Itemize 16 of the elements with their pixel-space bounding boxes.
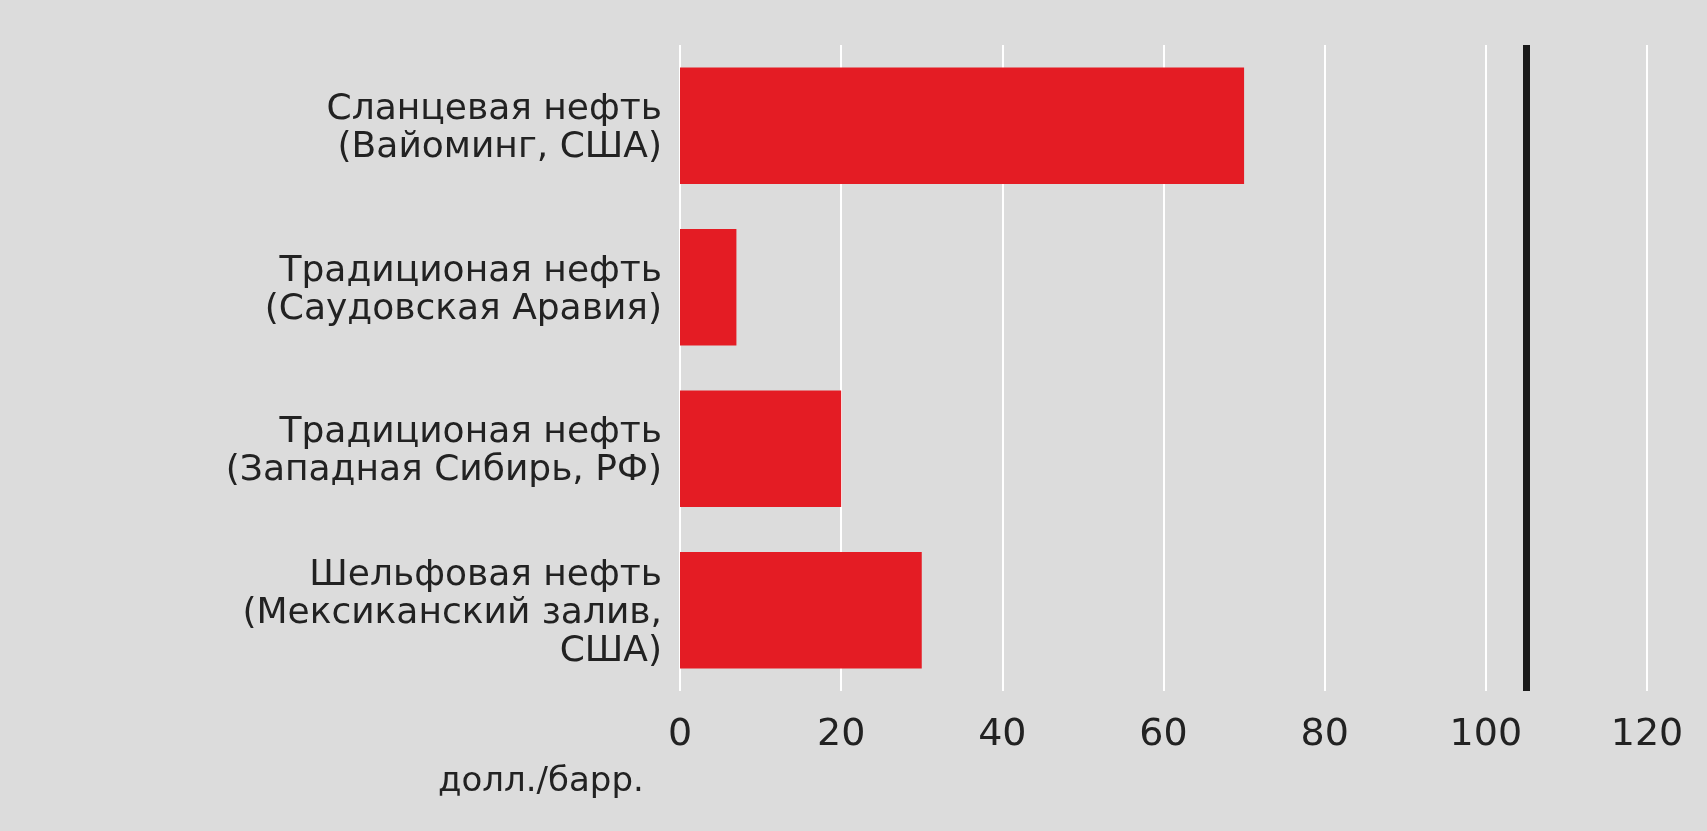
x-tick-label: 20 — [816, 710, 866, 754]
x-tick-label: 60 — [1139, 710, 1188, 754]
y-tick-label: Традиционая нефть (Западная Сибирь, РФ) — [225, 409, 662, 489]
bar — [680, 390, 842, 507]
bar — [680, 552, 922, 669]
x-tick-label: 120 — [1610, 710, 1684, 754]
x-axis-title: долл./барр. — [438, 759, 644, 799]
x-tick-label: 80 — [1300, 710, 1349, 754]
y-tick-label: Сланцевая нефть (Вайоминг, США) — [326, 86, 662, 166]
x-tick-label: 0 — [667, 710, 693, 754]
bar — [680, 67, 1245, 184]
x-tick-label: 40 — [978, 710, 1027, 754]
bar — [680, 229, 737, 346]
x-tick-label: 100 — [1449, 710, 1523, 754]
y-tick-label: Традиционая нефть (Саудовская Аравия) — [264, 247, 662, 327]
y-tick-label: Шельфовая нефть (Мексиканский залив, США) — [242, 551, 662, 669]
